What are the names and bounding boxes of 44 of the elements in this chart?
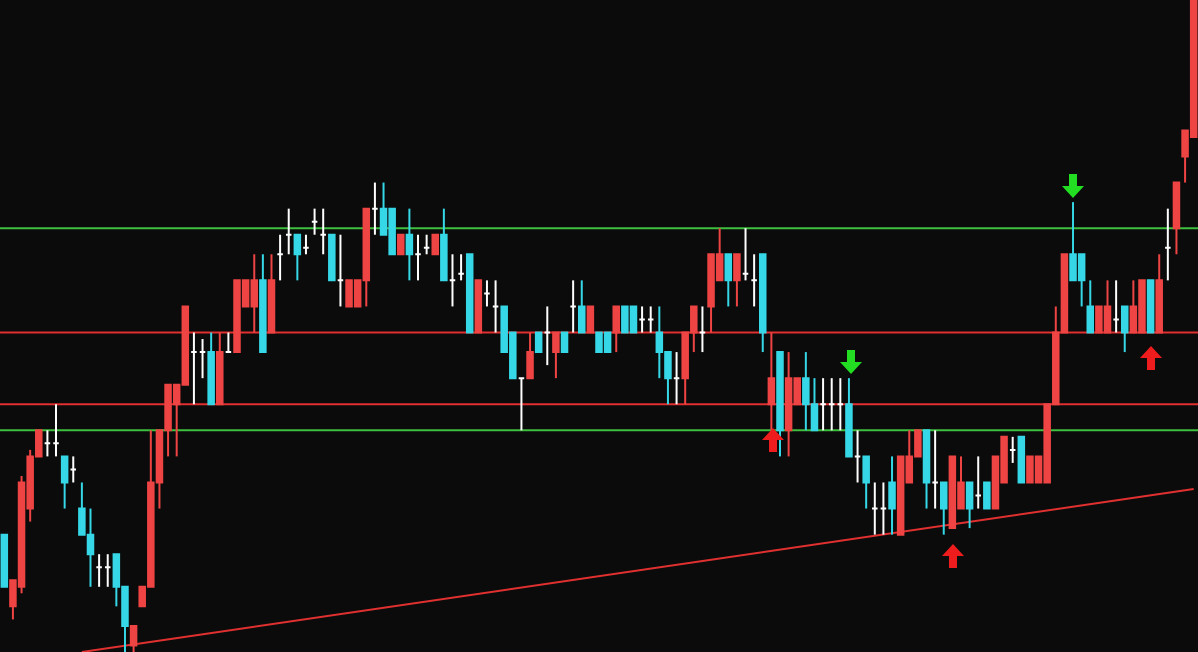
candlestick [328,233,336,282]
candlestick [534,331,543,354]
candlestick [612,305,620,354]
candlestick [1026,455,1034,484]
candlestick [724,253,733,308]
candlestick [1086,279,1095,334]
candlestick [560,331,569,354]
candlestick [983,481,991,510]
candlestick [965,481,974,530]
candlestick [1017,435,1026,484]
candlestick [431,233,439,256]
candlestick [862,455,870,510]
candlestick [1129,279,1138,334]
candlestick [293,233,302,282]
candlestick [621,305,629,334]
candlestick [1103,279,1112,334]
candlestick [802,351,810,432]
candlestick [595,331,603,354]
candlestick [655,305,664,380]
candlestick [939,481,948,536]
candlestick [397,233,405,256]
candlestick [1172,181,1181,256]
candlestick [603,331,612,354]
candlestick [629,305,638,334]
candlestick [552,331,560,380]
candlestick [1069,201,1077,282]
candlestick [888,455,896,536]
candlestick [810,377,819,432]
candlestick [345,279,353,308]
candlestick [250,253,259,334]
candlestick [578,279,586,334]
candlestick [767,331,776,432]
candlestick [86,507,95,588]
candlestick [1077,253,1086,308]
candlestick [388,207,396,256]
candlestick [440,207,448,282]
candlestick [60,455,69,510]
candlestick [526,331,534,380]
candlestick [1095,305,1103,334]
candlestick [733,253,741,308]
candlestick [1120,305,1129,354]
candlestick [129,624,138,652]
candlestick [405,207,414,282]
candlestick [586,305,595,334]
